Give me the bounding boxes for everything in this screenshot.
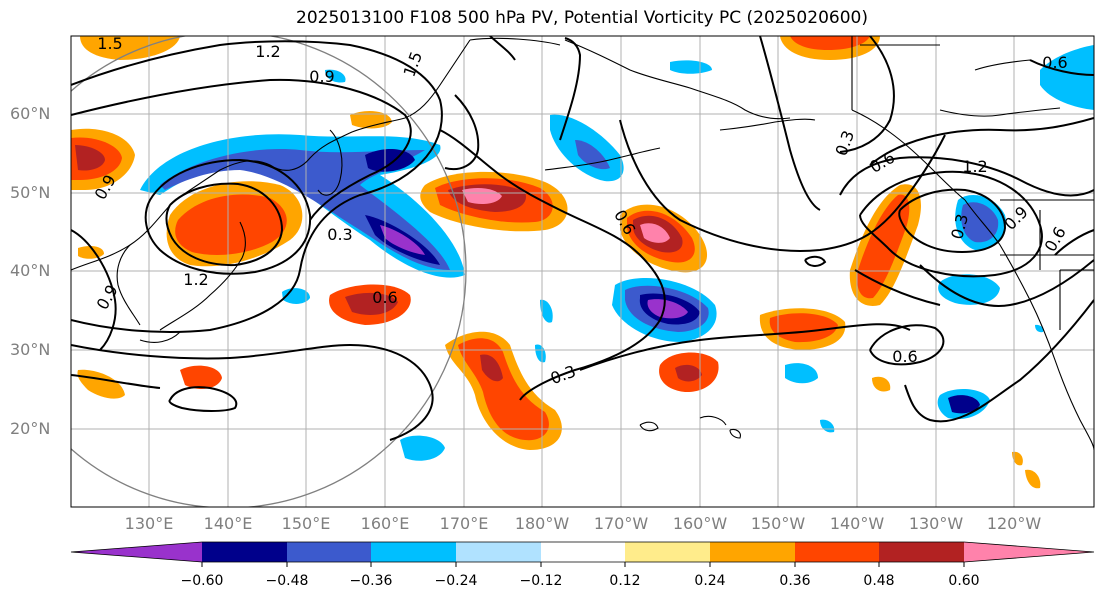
lon-label: 160°W: [672, 514, 728, 533]
graticule: [71, 36, 1094, 507]
colorbar-segment: [795, 542, 879, 562]
lon-label: 130°E: [124, 514, 174, 533]
lat-label: 40°N: [10, 261, 51, 280]
contour-label: 0.3: [832, 128, 859, 158]
colorbar-tick-label: −0.36: [349, 573, 393, 589]
colorbar-tick-label: 0.12: [609, 573, 641, 589]
contour-label: 0.6: [866, 148, 898, 177]
colorbar-tick-label: 0.48: [863, 573, 895, 589]
colorbar-tick-label: −0.48: [265, 573, 309, 589]
lat-label: 60°N: [10, 104, 51, 123]
lon-label: 160°E: [360, 514, 410, 533]
lon-label: 150°E: [281, 514, 331, 533]
contour-label: 1.2: [962, 157, 987, 176]
lon-label: 120°W: [986, 514, 1042, 533]
lon-label: 180°W: [514, 514, 570, 533]
colorbar-tick-label: 0.24: [694, 573, 726, 589]
contour-label: 0.9: [309, 67, 334, 86]
lon-label: 140°W: [829, 514, 885, 533]
reference-circle: [71, 36, 467, 507]
map-frame: [70, 35, 1095, 508]
lat-label: 30°N: [10, 340, 51, 359]
contour-label: 0.3: [548, 362, 578, 389]
colorbar: [70, 541, 1095, 567]
contour-label: 0.6: [1042, 53, 1067, 72]
contour-label: 0.6: [372, 288, 397, 307]
lon-label: 150°W: [750, 514, 806, 533]
colorbar-tick-label: −0.60: [180, 573, 224, 589]
contour-label: 0.9: [93, 281, 122, 313]
contour-label: 0.3: [327, 225, 352, 244]
colorbar-segment: [202, 542, 287, 562]
contour-label: 1.2: [255, 42, 280, 61]
contour-label: 1.5: [97, 34, 122, 53]
lon-label: 140°E: [203, 514, 253, 533]
lat-label: 50°N: [10, 183, 51, 202]
map-title: 2025013100 F108 500 hPa PV, Potential Vo…: [296, 8, 868, 28]
colorbar-tick-label: 0.60: [948, 573, 980, 589]
colorbar-segment: [710, 542, 795, 562]
lon-label: 170°E: [439, 514, 489, 533]
contour-label: 1.2: [183, 270, 208, 289]
contour-label: 0.6: [892, 347, 917, 366]
colorbar-segment: [456, 542, 541, 562]
colorbar-segment: [879, 542, 964, 562]
colorbar-tick-label: 0.36: [779, 573, 811, 589]
colorbar-segment: [287, 542, 371, 562]
lon-label: 170°W: [593, 514, 649, 533]
colorbar-tick-label: −0.12: [519, 573, 563, 589]
contour-label: 0.6: [1041, 223, 1070, 255]
colorbar-segment: [625, 542, 710, 562]
colorbar-segment: [541, 542, 625, 562]
colorbar-right-extend: [964, 542, 1094, 562]
pv-contours: [71, 36, 1094, 441]
colorbar-tick-label: −0.24: [434, 573, 478, 589]
lat-label: 20°N: [10, 419, 51, 438]
coastlines: [71, 36, 1094, 451]
colorbar-left-extend: [71, 542, 202, 562]
lon-label: 130°W: [908, 514, 964, 533]
colorbar-segment: [371, 542, 456, 562]
